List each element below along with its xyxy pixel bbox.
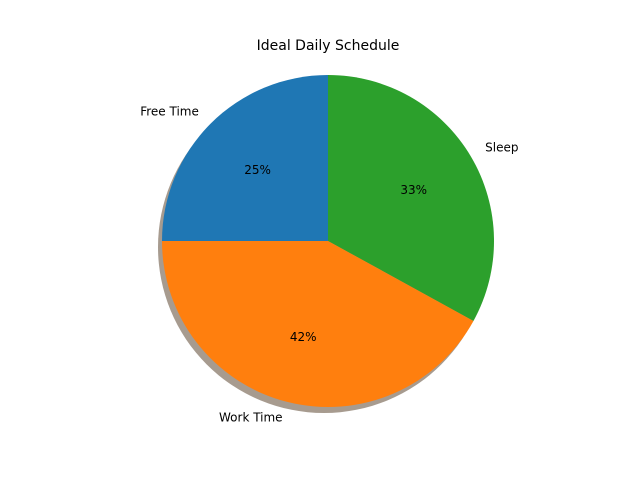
pie-labels: Sleep 33% Work Time 42% Free Time 25% [140,104,518,424]
pie-slice-work-time [162,241,474,407]
chart-title: Ideal Daily Schedule [257,38,400,54]
pie-label-sleep: Sleep [485,141,518,155]
pie-label-free-time: Free Time [140,104,199,118]
pie-slice-free-time [162,75,328,241]
pie-pct-work-time: 42% [290,330,317,344]
pie-pct-free-time: 25% [244,163,271,177]
pie-slice-sleep [328,75,494,321]
pie-pct-sleep: 33% [400,183,427,197]
pie-slices [162,75,494,407]
pie-label-work-time: Work Time [219,410,283,424]
